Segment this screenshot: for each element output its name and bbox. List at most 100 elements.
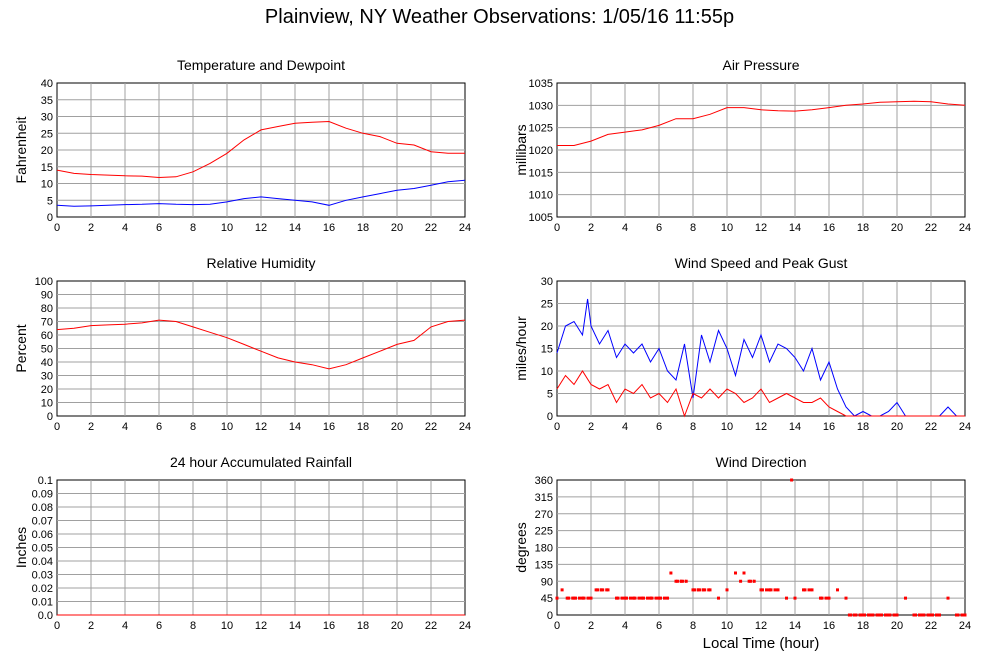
humidity-xtick-label: 10 bbox=[221, 421, 233, 433]
rain-xtick-label: 18 bbox=[357, 620, 369, 632]
humidity-xtick-label: 16 bbox=[323, 421, 335, 433]
pressure-ytick-label: 1010 bbox=[529, 190, 553, 202]
rain-xtick-label: 6 bbox=[156, 620, 162, 632]
humidity-series-line-0 bbox=[56, 319, 466, 370]
winddir-ytick-label: 90 bbox=[541, 576, 553, 588]
wind-ytick-label: 0 bbox=[547, 411, 553, 423]
temp-xtick-label: 8 bbox=[190, 222, 196, 234]
winddir-xtick-label: 18 bbox=[857, 620, 869, 632]
rain-ytick-label: 0.08 bbox=[32, 502, 53, 514]
winddir-ylabel: degrees bbox=[513, 522, 529, 573]
winddir-point bbox=[904, 596, 907, 600]
humidity-xtick-label: 14 bbox=[289, 421, 301, 433]
humidity-ytick-label: 0 bbox=[47, 411, 53, 423]
winddir-xtick-label: 14 bbox=[789, 620, 801, 632]
temp-xtick-label: 0 bbox=[54, 222, 60, 234]
wind-ytick-label: 20 bbox=[541, 321, 553, 333]
winddir-xtick-label: 2 bbox=[588, 620, 594, 632]
wind-ytick-label: 30 bbox=[541, 276, 553, 288]
temp-xtick-label: 18 bbox=[357, 222, 369, 234]
wind-xtick-label: 20 bbox=[891, 421, 903, 433]
humidity-xtick-label: 4 bbox=[122, 421, 128, 433]
rain-xtick-label: 12 bbox=[255, 620, 267, 632]
rain-xtick-label: 8 bbox=[190, 620, 196, 632]
winddir-xtick-label: 16 bbox=[823, 620, 835, 632]
rain-ytick-label: 0.01 bbox=[32, 597, 53, 609]
humidity-ytick-label: 60 bbox=[41, 330, 53, 342]
rain-ytick-label: 0.05 bbox=[32, 543, 53, 555]
winddir-point bbox=[739, 579, 743, 583]
temp-ylabel: Fahrenheit bbox=[13, 116, 29, 183]
temp-ytick-label: 30 bbox=[41, 112, 53, 124]
wind-series-line-1 bbox=[556, 370, 965, 418]
pressure-xtick-label: 12 bbox=[755, 222, 767, 234]
humidity-xtick-label: 12 bbox=[255, 421, 267, 433]
rain-xtick-label: 24 bbox=[459, 620, 471, 632]
pressure-xtick-label: 24 bbox=[959, 222, 971, 234]
pressure-xtick-label: 14 bbox=[789, 222, 801, 234]
winddir-point bbox=[734, 571, 737, 575]
winddir-point bbox=[717, 596, 720, 600]
winddir-point bbox=[742, 571, 746, 575]
pressure-ytick-label: 1005 bbox=[529, 212, 553, 224]
rain-xtick-label: 16 bbox=[323, 620, 335, 632]
humidity-ytick-label: 100 bbox=[35, 276, 53, 288]
winddir-ytick-label: 135 bbox=[535, 559, 553, 571]
winddir-ytick-label: 270 bbox=[535, 509, 553, 521]
page-title: Plainview, NY Weather Observations: 1/05… bbox=[264, 6, 735, 28]
pressure-xtick-label: 4 bbox=[622, 222, 628, 234]
wind-ytick-label: 25 bbox=[541, 299, 553, 311]
humidity-xtick-label: 2 bbox=[88, 421, 94, 433]
temp-ytick-label: 40 bbox=[41, 78, 53, 90]
humidity-ylabel: Percent bbox=[13, 324, 29, 372]
x-axis-label: Local Time (hour) bbox=[702, 635, 820, 652]
rain-ytick-label: 0.1 bbox=[38, 475, 53, 487]
humidity-ytick-label: 50 bbox=[41, 344, 53, 356]
pressure-xtick-label: 20 bbox=[891, 222, 903, 234]
temp-xtick-label: 14 bbox=[289, 222, 301, 234]
rain-ytick-label: 0.09 bbox=[32, 489, 53, 501]
temp-xtick-label: 6 bbox=[156, 222, 162, 234]
temp-ytick-label: 20 bbox=[41, 145, 53, 157]
wind-ytick-label: 15 bbox=[541, 344, 553, 356]
temp-xtick-label: 4 bbox=[122, 222, 128, 234]
winddir-xtick-label: 12 bbox=[755, 620, 767, 632]
temp-xtick-label: 20 bbox=[391, 222, 403, 234]
rain-ytick-label: 0.04 bbox=[32, 556, 53, 568]
pressure-title: Air Pressure bbox=[722, 57, 799, 73]
rain-xtick-label: 10 bbox=[221, 620, 233, 632]
winddir-ytick-label: 0 bbox=[547, 610, 553, 622]
temp-series-line-0 bbox=[56, 120, 465, 179]
winddir-point bbox=[946, 596, 950, 600]
wind-xtick-label: 6 bbox=[656, 421, 662, 433]
pressure-series-line-0 bbox=[557, 100, 966, 146]
winddir-point bbox=[785, 596, 788, 600]
rain-xtick-label: 4 bbox=[122, 620, 128, 632]
pressure-xtick-label: 0 bbox=[554, 222, 560, 234]
winddir-xtick-label: 0 bbox=[554, 620, 560, 632]
winddir-point bbox=[669, 571, 673, 575]
humidity-ytick-label: 20 bbox=[41, 384, 53, 396]
winddir-point bbox=[844, 596, 848, 600]
pressure-xtick-label: 2 bbox=[588, 222, 594, 234]
rain-xtick-label: 14 bbox=[289, 620, 301, 632]
wind-xtick-label: 24 bbox=[959, 421, 971, 433]
temp-ytick-label: 5 bbox=[47, 195, 53, 207]
pressure-xtick-label: 6 bbox=[656, 222, 662, 234]
rain-xtick-label: 0 bbox=[54, 620, 60, 632]
pressure-ytick-label: 1025 bbox=[529, 123, 553, 135]
winddir-xtick-label: 6 bbox=[656, 620, 662, 632]
pressure-xtick-label: 10 bbox=[721, 222, 733, 234]
wind-xtick-label: 12 bbox=[755, 421, 767, 433]
humidity-xtick-label: 0 bbox=[54, 421, 60, 433]
pressure-ytick-label: 1015 bbox=[529, 167, 553, 179]
winddir-xtick-label: 4 bbox=[622, 620, 628, 632]
temp-series-line-1 bbox=[56, 179, 466, 207]
rain-ytick-label: 0.07 bbox=[32, 516, 53, 528]
temp-xtick-label: 22 bbox=[425, 222, 437, 234]
pressure-ytick-label: 1020 bbox=[529, 145, 553, 157]
wind-xtick-label: 2 bbox=[588, 421, 594, 433]
temp-ytick-label: 15 bbox=[41, 162, 53, 174]
winddir-xtick-label: 20 bbox=[891, 620, 903, 632]
